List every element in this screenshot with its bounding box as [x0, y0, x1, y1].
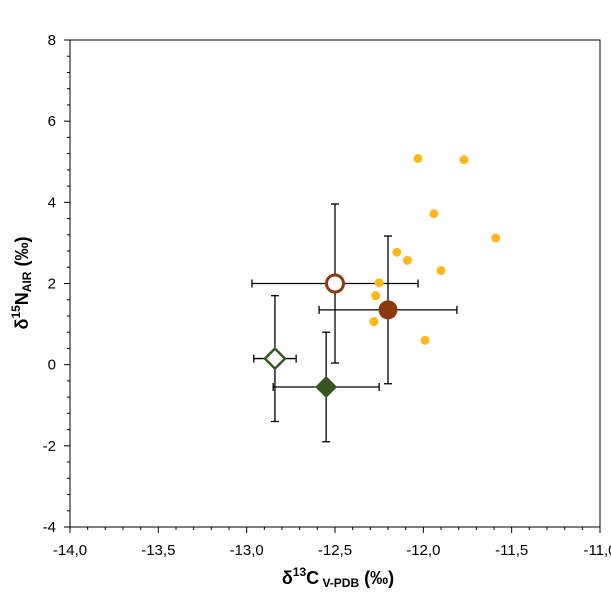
axes	[64, 39, 601, 533]
x-tick-label: -11,5	[495, 542, 528, 559]
sample-point	[369, 317, 379, 327]
y-tick-label: 2	[48, 276, 56, 293]
y-axis-title: δ15NAIR (‰)	[9, 237, 34, 330]
y-tick-label: 4	[48, 194, 56, 211]
x-tick-label: -12,5	[318, 542, 352, 559]
mean-point-open-circle	[325, 273, 345, 294]
x-tick-label: -13,0	[230, 542, 264, 559]
y-tick-label: 0	[48, 357, 56, 374]
sample-point	[459, 155, 469, 165]
error-bars	[251, 203, 458, 443]
y-tick-label: 6	[48, 113, 56, 130]
x-tick-label: -11,0	[583, 542, 611, 559]
sample-point	[413, 154, 423, 164]
mean-point-filled-diamond	[315, 375, 338, 398]
y-tick-label: -2	[43, 438, 56, 455]
sample-point	[402, 255, 412, 265]
sample-point	[420, 335, 430, 345]
mean-point-open-diamond	[263, 346, 287, 371]
y-tick-label: 8	[48, 32, 56, 49]
x-axis-title: δ13C V-PDB (‰)	[282, 565, 394, 590]
x-tick-label: -14,0	[53, 542, 87, 559]
sample-point	[491, 233, 501, 243]
sample-point	[392, 247, 402, 257]
sample-point	[371, 291, 381, 301]
data-points	[263, 154, 501, 398]
sample-point	[374, 278, 384, 288]
sample-point	[429, 209, 439, 219]
sample-point	[436, 266, 446, 276]
y-tick-label: -4	[43, 519, 56, 536]
tick-labels: -4 -2 0 2 4 6 8 -14,0 -13,5 -13,0 -12,5 -12,0 -11,5 -…	[43, 32, 611, 559]
x-tick-label: -12,0	[406, 542, 440, 559]
x-tick-label: -13,5	[141, 542, 175, 559]
mean-point-filled-circle	[378, 300, 398, 320]
